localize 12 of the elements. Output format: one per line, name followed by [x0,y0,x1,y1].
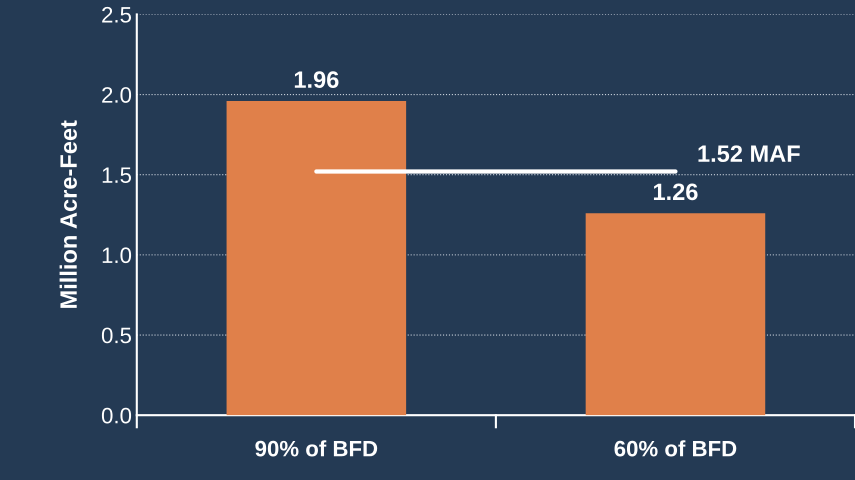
data-label: 1.26 [654,183,698,200]
ref-line-label: 1.52 MAF [698,145,800,162]
x-tick-label: 60% of BFD [614,440,736,457]
y-tick-label: 2.0 [102,87,132,103]
y-tick-label: 0.0 [102,408,132,424]
x-tick-label: 90% of BFD [255,440,378,457]
y-tick-label: 1.0 [102,247,132,264]
y-tick-label: 1.5 [102,167,132,183]
y-tick-label: 0.5 [102,328,132,344]
y-tick-label: 2.5 [102,6,132,23]
data-label: 1.96 [294,71,338,88]
y-axis-title: Million Acre-Feet [60,120,77,308]
